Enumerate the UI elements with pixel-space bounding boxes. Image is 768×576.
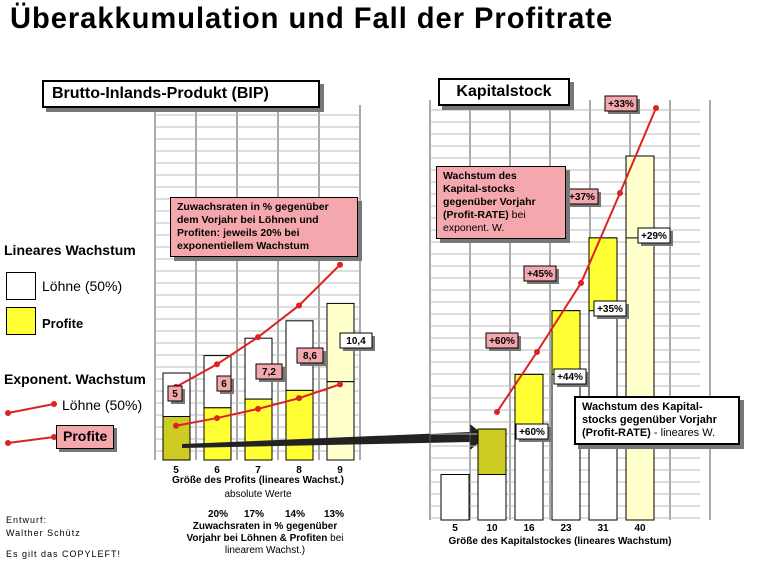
bip-growth-rate-label: 20%: [208, 509, 228, 520]
kapitalstock-linear-rate-label: +44%: [557, 372, 583, 383]
legend-exp-heading: Exponent. Wachstum: [4, 371, 146, 387]
bip-x-tick-label: 7: [255, 465, 261, 476]
kapitalstock-exp-point: [494, 409, 500, 415]
bip-exp-profits-point: [296, 395, 302, 402]
kapitalstock-growth-note: Wachstum des Kapital-stocks gegenüber Vo…: [436, 166, 566, 239]
bip-growth-caption-light: bei linearem Wachst.): [224, 533, 344, 556]
legend-exp-wages-line: [7, 403, 55, 414]
kapitalstock-increment-bar: [477, 428, 507, 475]
bip-exp-profits-point: [173, 422, 179, 429]
linear-growth-box: Wachstum des Kapital- stocks gegenüber V…: [574, 396, 740, 445]
bip-exp-value-label: 8,6: [303, 351, 317, 362]
bip-exp-value-label-box: [296, 347, 324, 364]
kapitalstock-x-tick-label: 31: [597, 523, 609, 534]
bip-exp-value-label: 10,4: [346, 336, 366, 347]
kapitalstock-increment-bar: [588, 237, 618, 312]
kapitalstock-exp-rate-label: +60%: [489, 336, 515, 347]
kapitalstock-exp-rate-label-box: [565, 188, 599, 205]
kapitalstock-linear-rate-label: +29%: [641, 231, 667, 242]
bip-exp-value-label-box: [339, 332, 373, 349]
kapitalstock-x-tick-label: 10: [486, 523, 498, 534]
bip-exp-wages-point: [296, 302, 302, 309]
legend-exp-profits-line: [7, 436, 55, 444]
kapitalstock-x-tick-label: 5: [452, 523, 458, 534]
kapitalstock-exp-point: [578, 280, 584, 286]
bip-growth-note: Zuwachsraten in % gegenüber dem Vorjahr …: [170, 197, 358, 257]
bip-growth-caption-bold: Zuwachsraten in % gegenüber Vorjahr bei …: [186, 521, 338, 544]
bip-exp-profits-point: [337, 381, 343, 388]
linear-box-light: - lineares W.: [653, 427, 716, 439]
transfer-arrow: [182, 424, 486, 450]
legend-profits-swatch: [6, 307, 36, 335]
bip-xlabel: Größe des Profits (lineares Wachst.): [172, 475, 344, 486]
credits-line-3: Es gilt das COPYLEFT!: [6, 549, 122, 559]
kapitalstock-exp-rate-label: +33%: [608, 99, 634, 110]
bip-exp-value-label-box: [216, 375, 232, 392]
bip-exp-value-label: 5: [172, 389, 178, 400]
linear-box-bold: Wachstum des Kapital- stocks gegenüber V…: [582, 401, 717, 439]
legend-wages-label: Löhne (50%): [42, 278, 123, 294]
kapitalstock-note-light: bei exponent. W.: [443, 209, 526, 234]
bip-x-tick-label: 8: [296, 465, 302, 476]
bip-growth-rate-label: 14%: [285, 509, 305, 520]
bip-x-tick-label: 6: [214, 465, 220, 476]
kapitalstock-exp-rate-label-box: [604, 95, 638, 112]
bip-exp-value-label-box: [255, 363, 283, 380]
kapitalstock-note-bold: Wachstum des Kapital-stocks gegenüber Vo…: [443, 170, 536, 221]
credits-line-2: Walther Schütz: [6, 528, 81, 538]
kapitalstock-linear-rate-label-box: [637, 227, 671, 244]
legend-exp-profits-box: [56, 425, 114, 449]
kapitalstock-linear-rate-label-box: [515, 423, 549, 440]
kapitalstock-linear-rate-label: +60%: [519, 427, 545, 438]
bip-x-tick-label: 9: [337, 465, 343, 476]
legend-exp-wages-point: [51, 401, 57, 407]
bip-exp-value-label-box: [167, 385, 183, 402]
legend-exp-profits-label: Profite: [63, 428, 108, 444]
legend-exp-wages-label: Löhne (50%): [62, 397, 143, 413]
bip-exp-profits-point: [214, 415, 220, 422]
kapitalstock-increment-bar: [514, 373, 544, 430]
legend-exp-wages-point: [5, 410, 11, 416]
kapitalstock-exp-point: [617, 190, 623, 196]
kapitalstock-x-tick-label: 40: [634, 523, 646, 534]
bip-exp-value-label: 7,2: [262, 367, 276, 378]
legend-wages-swatch: [6, 272, 36, 300]
bip-panel-title: Brutto-Inlands-Produkt (BIP): [42, 80, 320, 108]
legend-profits-label: Profite: [42, 316, 84, 331]
bip-xlabel-sub: absolute Werte: [224, 489, 292, 500]
kapitalstock-panel-title: Kapitalstock: [438, 78, 570, 106]
bip-growth-caption: Zuwachsraten in % gegenüber Vorjahr bei …: [150, 521, 380, 557]
bip-growth-rate-label: 17%: [244, 509, 264, 520]
legend-exp-profits-point: [5, 440, 11, 446]
kapitalstock-exp-rate-label: +37%: [569, 192, 595, 203]
credits-line-1: Entwurf:: [6, 515, 48, 525]
kapitalstock-linear-rate-label-box: [593, 300, 627, 317]
kapitalstock-exp-point: [653, 105, 659, 111]
bip-profits-bar: [326, 381, 355, 461]
kapitalstock-exp-rate-label-box: [523, 265, 557, 282]
legend-exp-profits-point: [51, 434, 57, 440]
kapitalstock-linear-rate-label-box: [553, 368, 587, 385]
kapitalstock-xlabel: Größe des Kapitalstockes (lineares Wachs…: [448, 536, 672, 547]
bip-exp-profits-point: [255, 405, 261, 412]
kapitalstock-linear-rate-label: +35%: [597, 304, 623, 315]
bip-exp-wages-point: [214, 361, 220, 368]
legend-linear-heading: Lineares Wachstum: [4, 242, 136, 258]
bip-profits-bar: [285, 389, 314, 461]
bip-exp-wages-point: [337, 261, 343, 268]
page-title: Überakkumulation und Fall der Profitrate: [10, 2, 614, 35]
bip-growth-rate-label: 13%: [324, 509, 344, 520]
bip-exp-wages-point: [255, 334, 261, 341]
kapitalstock-bar: [440, 474, 470, 521]
kapitalstock-x-tick-label: 23: [560, 523, 572, 534]
bip-exp-value-label: 6: [221, 379, 227, 390]
kapitalstock-x-tick-label: 16: [523, 523, 535, 534]
kapitalstock-exp-point: [534, 349, 540, 355]
bip-x-tick-label: 5: [173, 465, 179, 476]
kapitalstock-exp-rate-label: +45%: [527, 269, 553, 280]
kapitalstock-exp-rate-label-box: [485, 332, 519, 349]
